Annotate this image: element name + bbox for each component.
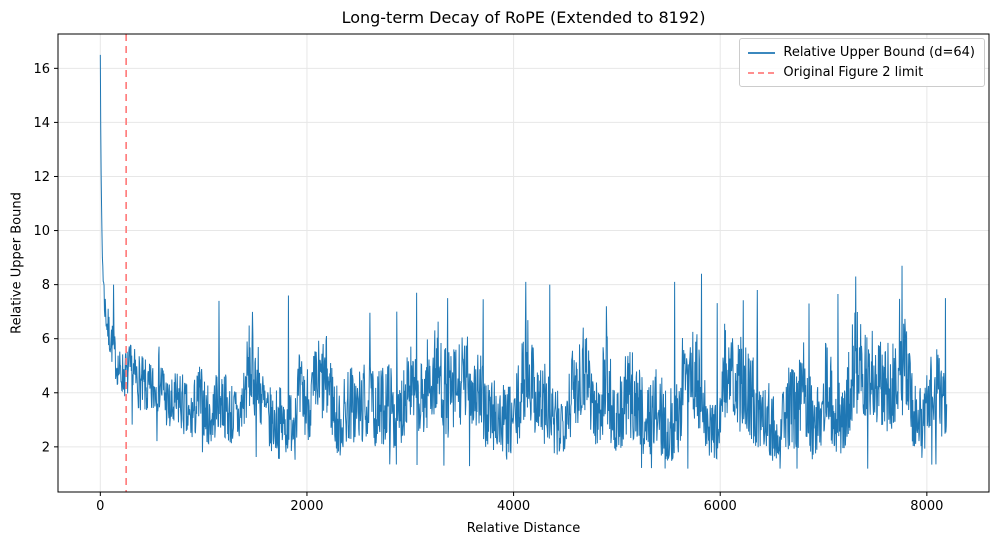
legend-label-limit: Original Figure 2 limit	[783, 65, 924, 80]
y-tick-label: 6	[42, 332, 50, 347]
x-tick-label: 0	[96, 499, 104, 514]
x-tick-label: 2000	[290, 499, 323, 514]
y-tick-label: 4	[42, 386, 50, 401]
legend-item-series: Relative Upper Bound (d=64)	[748, 45, 975, 60]
y-tick-label: 10	[33, 224, 50, 239]
y-tick-label: 16	[33, 62, 50, 77]
x-tick-label: 6000	[704, 499, 737, 514]
legend-item-limit: Original Figure 2 limit	[748, 65, 975, 80]
y-tick-label: 12	[33, 170, 50, 185]
x-tick-label: 8000	[910, 499, 943, 514]
solid-line-icon	[748, 51, 776, 54]
chart-title: Long-term Decay of RoPE (Extended to 819…	[341, 8, 706, 27]
axes-box	[57, 33, 990, 493]
legend: Relative Upper Bound (d=64) Original Fig…	[739, 38, 985, 87]
legend-label-series: Relative Upper Bound (d=64)	[783, 45, 975, 60]
dashed-line-icon	[748, 71, 776, 74]
y-tick-label: 14	[33, 116, 50, 131]
x-axis-label: Relative Distance	[466, 521, 581, 536]
y-tick-label: 2	[42, 440, 50, 455]
x-tick-label: 4000	[497, 499, 530, 514]
tick-marks	[54, 67, 928, 496]
series-line	[99, 54, 948, 469]
y-tick-label: 8	[42, 278, 50, 293]
